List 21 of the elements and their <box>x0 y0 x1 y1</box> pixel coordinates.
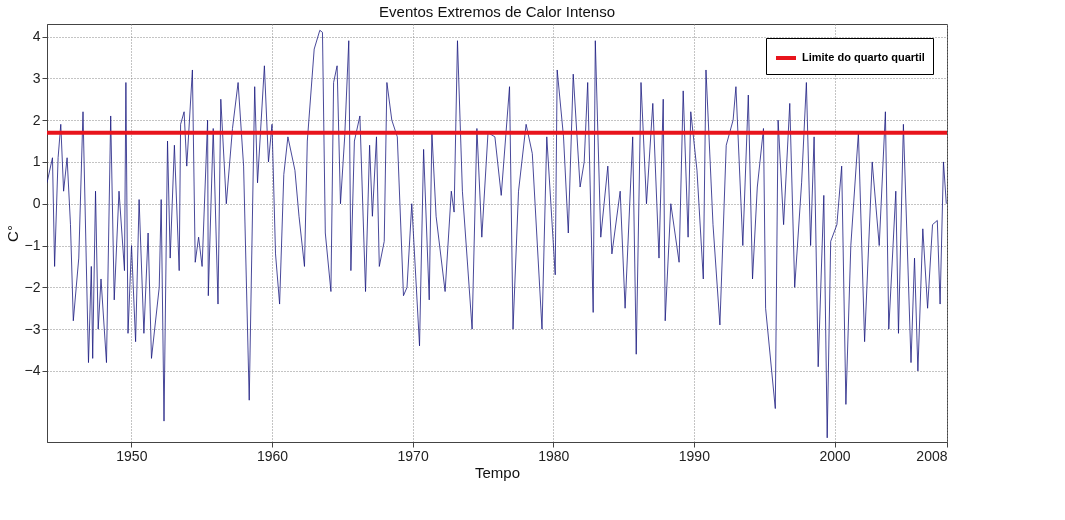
chart-title: Eventos Extremos de Calor Intenso <box>379 3 615 20</box>
y-tick-label: −3 <box>24 320 41 337</box>
line-series <box>47 29 947 439</box>
x-tick-label: 2008 <box>916 447 948 464</box>
x-tick-label: 1950 <box>116 447 148 464</box>
x-tick-label: 2000 <box>819 447 851 464</box>
y-tick-label: −1 <box>24 237 41 254</box>
x-axis-title: Tempo <box>474 463 521 481</box>
y-tick-label: 1 <box>32 153 41 170</box>
legend-label: Limite do quarto quartil <box>802 51 925 63</box>
x-tick-label: 1990 <box>678 447 711 464</box>
y-tick-label: 0 <box>32 195 41 212</box>
y-tick-label: 4 <box>32 28 41 45</box>
y-tick-label: −2 <box>24 278 41 295</box>
x-tick-label: 1960 <box>256 447 289 464</box>
y-tick-label: −4 <box>24 362 41 379</box>
x-tick-label: 1970 <box>397 447 429 464</box>
y-axis-title: C° <box>3 225 21 242</box>
x-tick-label: 1980 <box>538 447 570 464</box>
y-tick-label: 2 <box>32 111 41 128</box>
y-tick-label: 3 <box>32 69 41 86</box>
